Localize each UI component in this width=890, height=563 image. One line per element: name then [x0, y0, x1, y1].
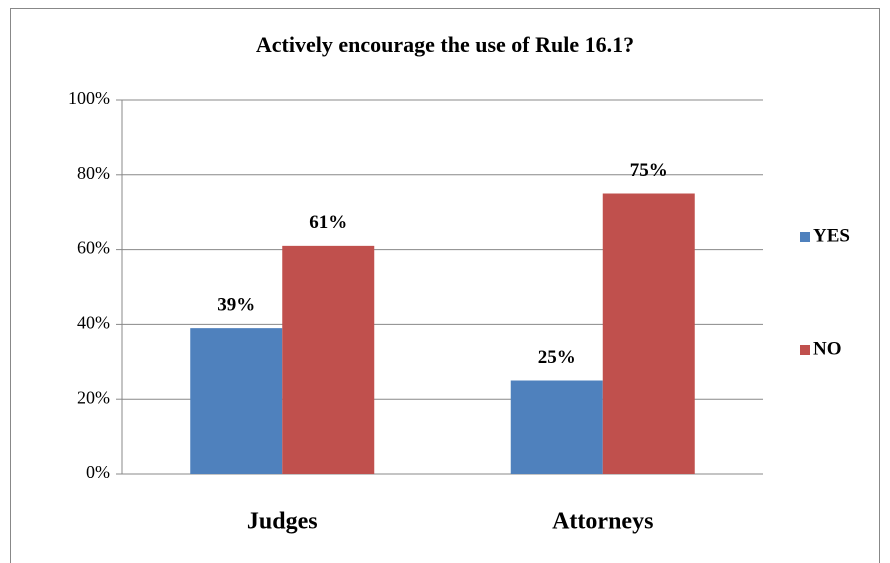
legend-swatch: [800, 345, 810, 355]
x-tick-label: Judges: [247, 509, 318, 535]
y-tick-label: 0%: [86, 462, 110, 482]
legend-label: YES: [813, 225, 850, 246]
bar: [190, 328, 283, 474]
y-tick-label: 40%: [77, 313, 110, 333]
value-label: 39%: [217, 294, 255, 315]
value-label: 25%: [538, 347, 576, 368]
value-label: 61%: [309, 212, 347, 233]
y-tick-label: 100%: [68, 88, 110, 108]
value-label: 75%: [630, 160, 668, 181]
legend-swatch: [800, 232, 810, 242]
x-tick-label: Attorneys: [552, 509, 653, 535]
legend-label: NO: [813, 338, 842, 359]
chart-title: Actively encourage the use of Rule 16.1?: [256, 32, 634, 57]
y-tick-label: 20%: [77, 387, 110, 407]
chart-frame: [10, 8, 880, 563]
y-tick-label: 60%: [77, 238, 110, 258]
bar: [602, 193, 695, 474]
bar: [282, 245, 375, 474]
bar: [510, 380, 603, 474]
y-tick-label: 80%: [77, 163, 110, 183]
